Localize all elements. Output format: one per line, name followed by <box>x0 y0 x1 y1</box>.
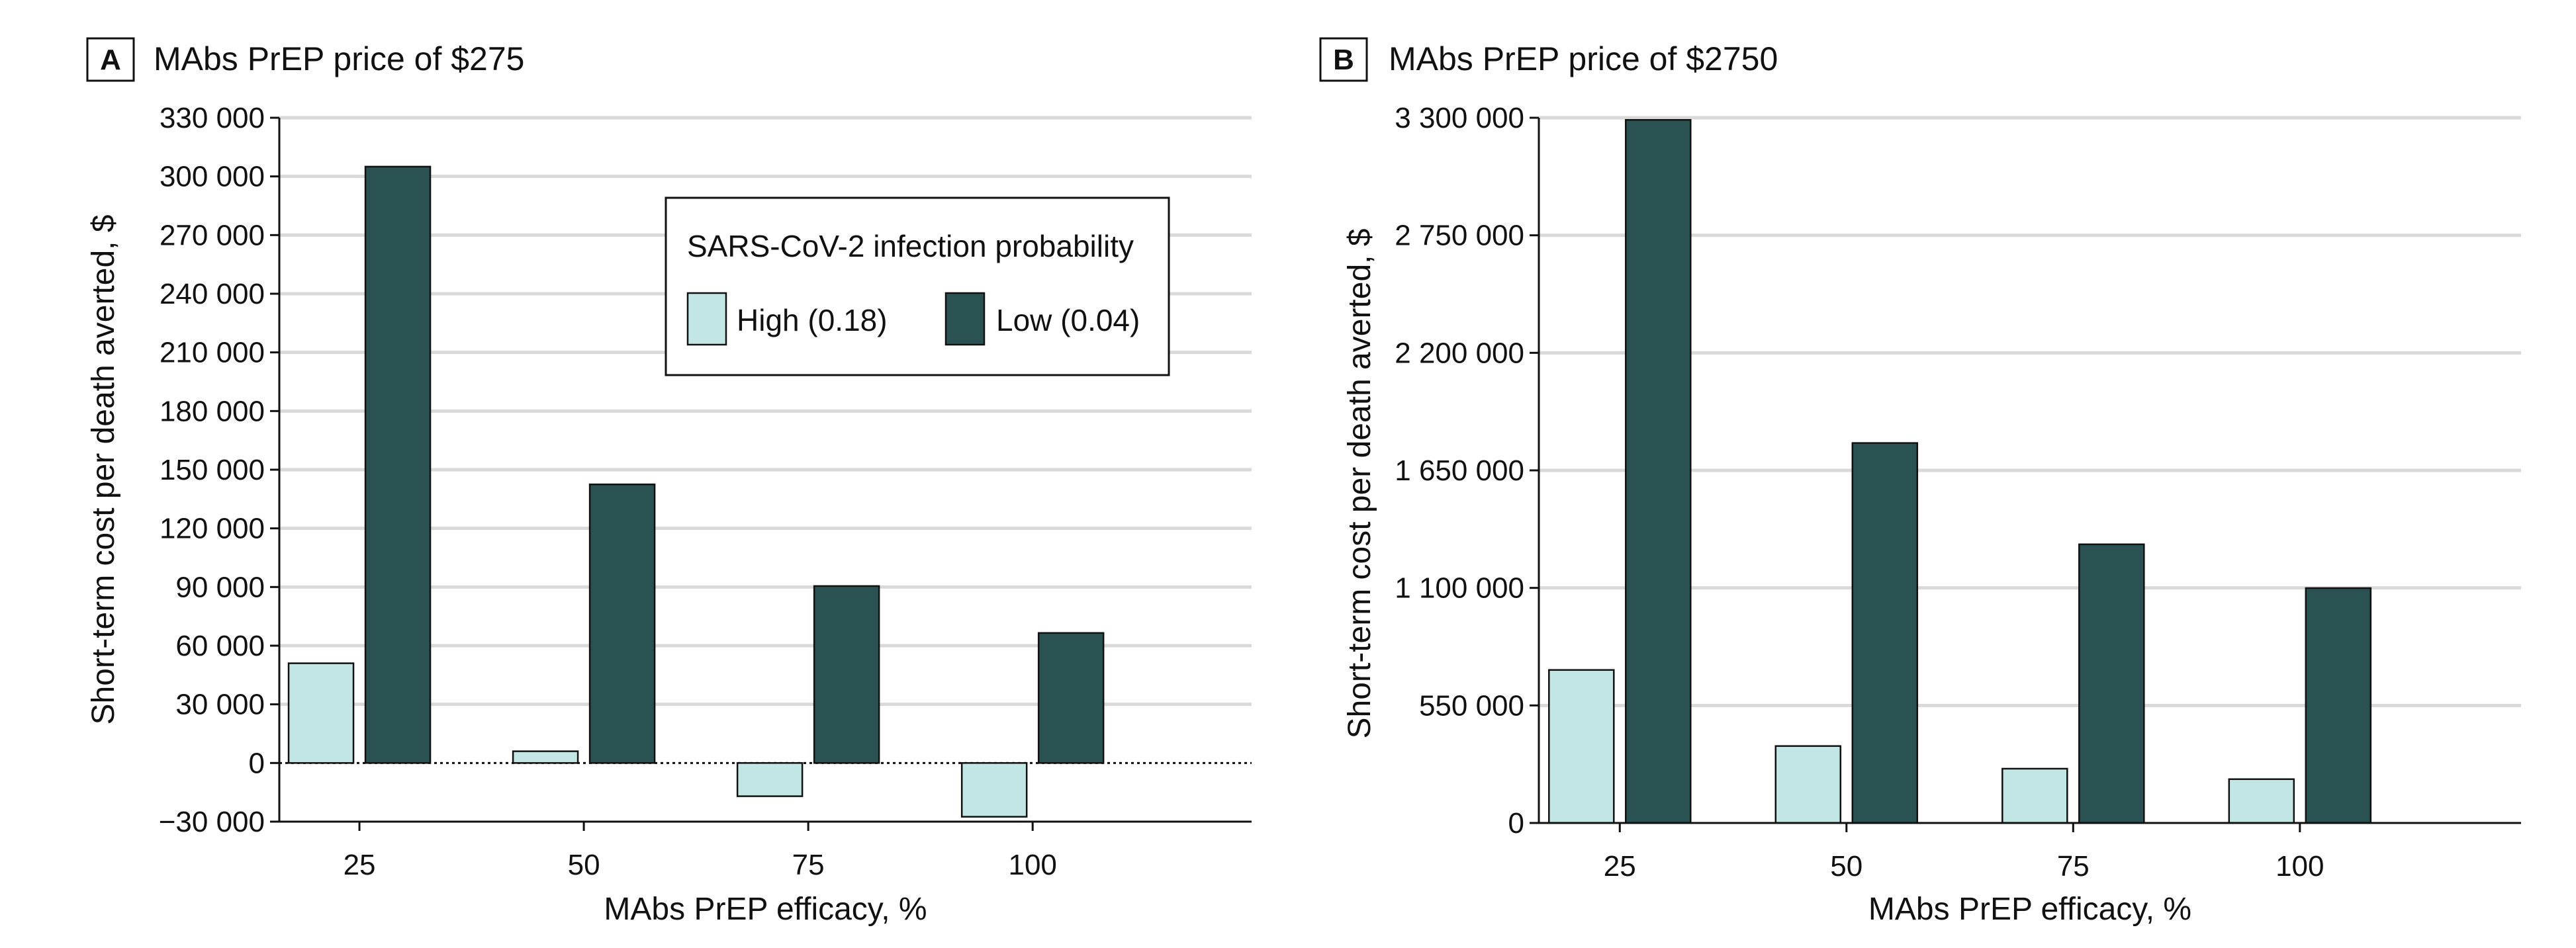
panel-a-ytick-label: 300 000 <box>160 161 265 193</box>
panel-a-letter-box <box>86 37 135 82</box>
legend: SARS-CoV-2 infection probability High (0… <box>665 196 1170 376</box>
panel-b-title: MAbs PrEP price of $2750 <box>1389 40 1778 77</box>
panel-a-chart: −30 000 0 30 000 60 000 90 000 120 000 150 000… <box>86 102 1252 927</box>
panel-b-x-axis-label: MAbs PrEP efficacy, % <box>1868 892 2191 927</box>
panel-b-ytick-label: 1 650 000 <box>1395 454 1524 487</box>
panel-b-ytick-label: 3 300 000 <box>1395 102 1524 134</box>
legend-swatch-high <box>686 292 727 346</box>
panel-b-bar-high-75 <box>2001 767 2068 824</box>
panel-b-y-axis-label: Short-term cost per death averted, $ <box>1342 228 1377 738</box>
panel-a-bar-high-25 <box>287 662 355 764</box>
panel-a-xtick-label: 50 <box>568 849 600 881</box>
panel-a-bar-low-50 <box>588 483 656 764</box>
panel-b-bar-low-100 <box>2305 587 2372 824</box>
panel-b-ytick-label: 2 750 000 <box>1395 220 1524 252</box>
panel-b-xtick-label: 75 <box>2057 850 2090 883</box>
panel-b-xtick-label: 100 <box>2276 850 2324 883</box>
panel-a-bar-high-75 <box>736 762 804 797</box>
panel-a-ytick-label: 150 000 <box>160 454 265 486</box>
panel-b-header: B MAbs PrEP price of $2750 <box>1319 37 1778 82</box>
panel-a-ytick-label: 120 000 <box>160 513 265 545</box>
panel-a-title: MAbs PrEP price of $275 <box>154 40 524 77</box>
panel-a-y-axis-label: Short-term cost per death averted, $ <box>86 214 121 724</box>
panel-a-bar-low-75 <box>813 585 880 764</box>
panel-b-bar-low-50 <box>1851 442 1919 824</box>
panel-a-xtick-label: 25 <box>344 849 376 881</box>
panel-a-header: A MAbs PrEP price of $275 <box>86 37 524 82</box>
panel-a-x-axis-label: MAbs PrEP efficacy, % <box>604 892 927 927</box>
legend-swatch-low <box>944 292 986 346</box>
panel-a-ytick-label: 210 000 <box>160 337 265 369</box>
legend-box <box>665 196 1170 376</box>
panel-a-ytick-label: 30 000 <box>175 689 265 721</box>
legend-title: SARS-CoV-2 infection probability <box>687 229 1134 263</box>
panel-b-bar-high-100 <box>2228 778 2295 824</box>
panel-b-chart: 0 550 000 1 100 000 1 650 000 2 200 000 2 750… <box>1342 102 2521 927</box>
panel-a-ytick-label: 270 000 <box>160 219 265 251</box>
panel-a-ytick-label: 180 000 <box>160 395 265 427</box>
panel-b-xtick-label: 50 <box>1830 850 1863 883</box>
panel-a-xtick-label: 100 <box>1008 849 1056 881</box>
panel-b-ytick-label: 1 100 000 <box>1395 572 1524 605</box>
panel-a-ytick-label: 330 000 <box>160 102 265 134</box>
panel-b-ytick-label: 0 <box>1508 807 1524 840</box>
legend-label-low: Low (0.04) <box>996 303 1140 337</box>
panel-a-ytick-label: −30 000 <box>159 806 265 838</box>
panel-b-ytick-label: 550 000 <box>1419 689 1524 722</box>
panel-b-bar-high-25 <box>1548 669 1615 824</box>
panel-a-bar-high-100 <box>960 762 1028 818</box>
panel-a-bar-high-50 <box>512 750 579 764</box>
panel-a-xtick-label: 75 <box>792 849 825 881</box>
panel-b-bar-low-25 <box>1625 118 1692 824</box>
panel-b-letter-box <box>1319 37 1368 82</box>
panel-b-ytick-label: 2 200 000 <box>1395 337 1524 369</box>
panel-a-ytick-label: 90 000 <box>175 571 265 603</box>
panel-b-bar-low-75 <box>2078 543 2145 824</box>
panel-a-ytick-label: 240 000 <box>160 278 265 310</box>
legend-label-high: High (0.18) <box>737 303 888 337</box>
panel-b-letter: B <box>1333 44 1354 76</box>
panel-b-bar-high-50 <box>1774 745 1842 824</box>
panel-a-bar-low-100 <box>1037 632 1105 764</box>
panel-a-ytick-label: 0 <box>249 747 265 779</box>
panel-a-bar-low-25 <box>364 165 432 764</box>
panel-a-letter: A <box>100 44 121 76</box>
panel-b-xtick-label: 25 <box>1604 850 1636 883</box>
panel-a-ytick-label: 60 000 <box>175 630 265 662</box>
